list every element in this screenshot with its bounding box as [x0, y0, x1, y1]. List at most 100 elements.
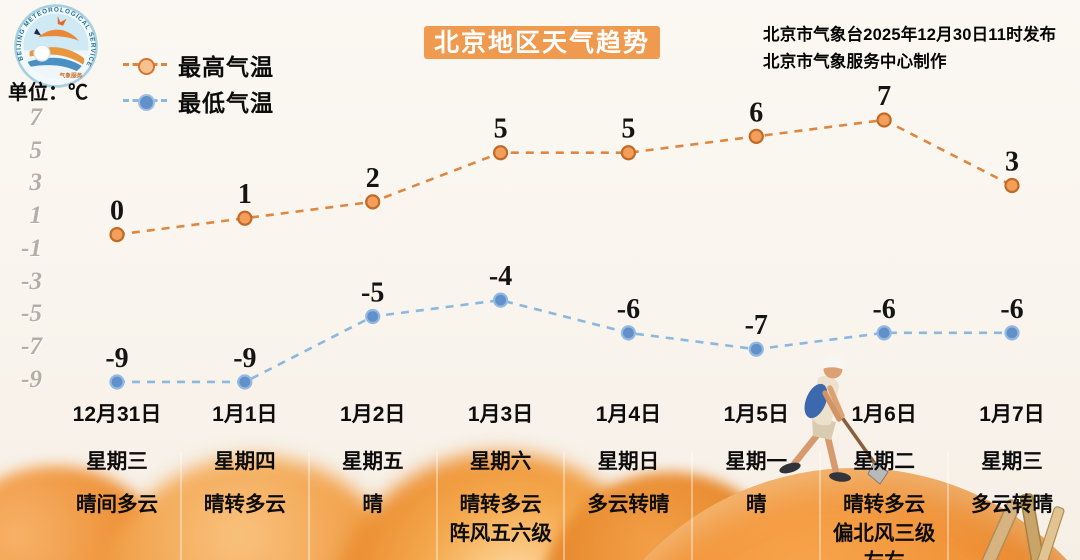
unit-label: 单位：℃ — [8, 82, 88, 104]
high-temp-value: 2 — [366, 163, 380, 194]
low-temp-point — [1004, 325, 1020, 341]
high-temp-point — [109, 227, 125, 243]
y-axis-tick: -5 — [21, 300, 42, 328]
rake-blade — [867, 461, 889, 485]
low-temp-point — [492, 292, 509, 308]
column-separator — [435, 452, 438, 560]
y-axis-tick: -7 — [21, 333, 42, 361]
day-column: 1月3日 星期六 晴转多云 阵风五六级 — [437, 398, 565, 548]
high-temp-point — [1004, 177, 1020, 194]
high-temp-line — [116, 118, 1013, 236]
condition-label: 晴 — [746, 493, 767, 516]
legend-label-low: 最低气温 — [178, 90, 274, 116]
miniature-worker-figure — [779, 355, 889, 485]
low-temp-value: -6 — [617, 294, 640, 325]
logo-bird-glyph — [34, 28, 42, 36]
date-label: 1月4日 — [595, 403, 662, 426]
logo-radar-dome — [33, 44, 51, 62]
high-temp-line-swatch-icon — [123, 58, 167, 75]
ladder-rail-3 — [1035, 506, 1065, 560]
low-temp-value: -6 — [1000, 294, 1023, 325]
low-temp-value: -6 — [872, 294, 895, 325]
date-label: 1月7日 — [979, 403, 1045, 426]
column-separator — [307, 452, 310, 560]
weekday-label: 星期五 — [341, 450, 404, 473]
y-axis-tick: -3 — [21, 267, 42, 295]
column-separator — [947, 452, 950, 560]
condition-label: 晴间多云 — [76, 493, 158, 516]
high-temp-point — [748, 128, 764, 144]
low-temp-point — [109, 374, 125, 390]
figure-back-shoe — [779, 462, 801, 474]
date-label: 1月6日 — [851, 403, 917, 426]
condition-label: 多云转晴 — [587, 493, 670, 516]
low-temp-point — [748, 341, 764, 357]
y-axis-tick: 1 — [29, 202, 43, 230]
low-temp-value: -4 — [489, 261, 512, 292]
high-temp-point — [492, 145, 509, 161]
high-temp-value: 6 — [749, 97, 763, 128]
column-separator — [563, 452, 566, 560]
publisher-line-1: 北京市气象台2025年12月30日11时发布 — [763, 26, 1057, 44]
condition-label: 多云转晴 — [970, 493, 1053, 516]
date-label: 1月5日 — [723, 403, 789, 426]
weekday-label: 星期二 — [853, 450, 915, 473]
column-separator — [179, 452, 182, 560]
column-separator — [819, 452, 822, 560]
day-column: 1月7日星期三多云转晴 — [948, 398, 1076, 520]
logo-orange-ribbon — [38, 29, 79, 41]
weekday-label: 星期三 — [981, 450, 1043, 473]
low-temp-line-swatch-icon — [123, 94, 167, 111]
weekday-label: 星期一 — [725, 450, 788, 473]
weekday-label: 星期四 — [214, 450, 276, 473]
low-temp-value: -9 — [105, 343, 128, 374]
high-temp-point — [876, 112, 892, 128]
y-axis-tick: 5 — [29, 136, 43, 164]
rake-handle — [839, 414, 880, 470]
figure-front-shoe — [829, 472, 851, 482]
high-temp-value: 3 — [1005, 146, 1019, 177]
publisher-info: 北京市气象台2025年12月30日11时发布 北京市气象服务中心制作 — [763, 22, 1056, 76]
legend-label-high: 最高气温 — [178, 54, 274, 80]
condition-label: 左右 — [820, 548, 948, 560]
low-temp-point — [237, 374, 253, 390]
condition-label: 阵风五六级 — [449, 521, 552, 545]
day-column: 1月4日星期日多云转晴 — [564, 398, 692, 520]
high-temp-point — [620, 145, 637, 161]
high-temp-value: 7 — [877, 81, 891, 112]
weekday-label: 星期日 — [597, 450, 660, 473]
date-label: 1月2日 — [340, 403, 406, 426]
page-title: 北京地区天气趋势 — [424, 26, 660, 59]
logo-bottom-text: 气象服务 — [59, 72, 83, 80]
figure-arm — [827, 385, 845, 419]
figure-front-leg — [824, 434, 840, 476]
condition-label: 偏北风三级 — [832, 521, 936, 545]
wooden-ladder — [977, 493, 1065, 560]
figure-arm-2 — [822, 390, 842, 422]
low-temp-value: -7 — [745, 310, 768, 341]
high-temp-point — [365, 194, 381, 210]
beijing-meteorological-service-logo: BEIJING METEOROLOGICAL SERVICE 气象服务 — [14, 4, 98, 88]
low-temp-point — [365, 308, 381, 325]
column-separator — [691, 452, 694, 560]
figure-blue-sack — [804, 383, 828, 419]
weekday-label: 星期六 — [469, 450, 532, 473]
weekday-label: 星期三 — [86, 450, 148, 473]
day-column: 1月1日 星期四 晴转多云 — [181, 398, 309, 520]
date-label: 12月31日 — [72, 403, 162, 426]
ladder-rail — [977, 499, 1022, 560]
figure-back-leg — [790, 430, 822, 468]
condition-label: 晴转多云 — [459, 493, 542, 516]
publisher-line-2: 北京市气象服务中心制作 — [763, 53, 947, 71]
condition-label: 晴转多云 — [203, 493, 286, 516]
x-axis-day-columns: 12月31日 星期三 晴间多云 1月1日 星期四 晴转多云 1月2日 星期五晴 1月3日 星期六晴… — [0, 398, 1080, 560]
day-column: 1月5日星期一晴 — [692, 398, 820, 520]
legend-item-low-temp: 最低气温 — [123, 88, 274, 116]
day-column: 12月31日 星期三晴间多云 — [53, 398, 181, 520]
y-axis-tick: -9 — [21, 365, 42, 393]
legend-item-high-temp: 最高气温 — [123, 52, 274, 80]
y-axis-tick: -1 — [21, 234, 42, 262]
day-column: 1月2日 星期五晴 — [309, 398, 437, 520]
low-temp-value: -5 — [361, 277, 384, 308]
